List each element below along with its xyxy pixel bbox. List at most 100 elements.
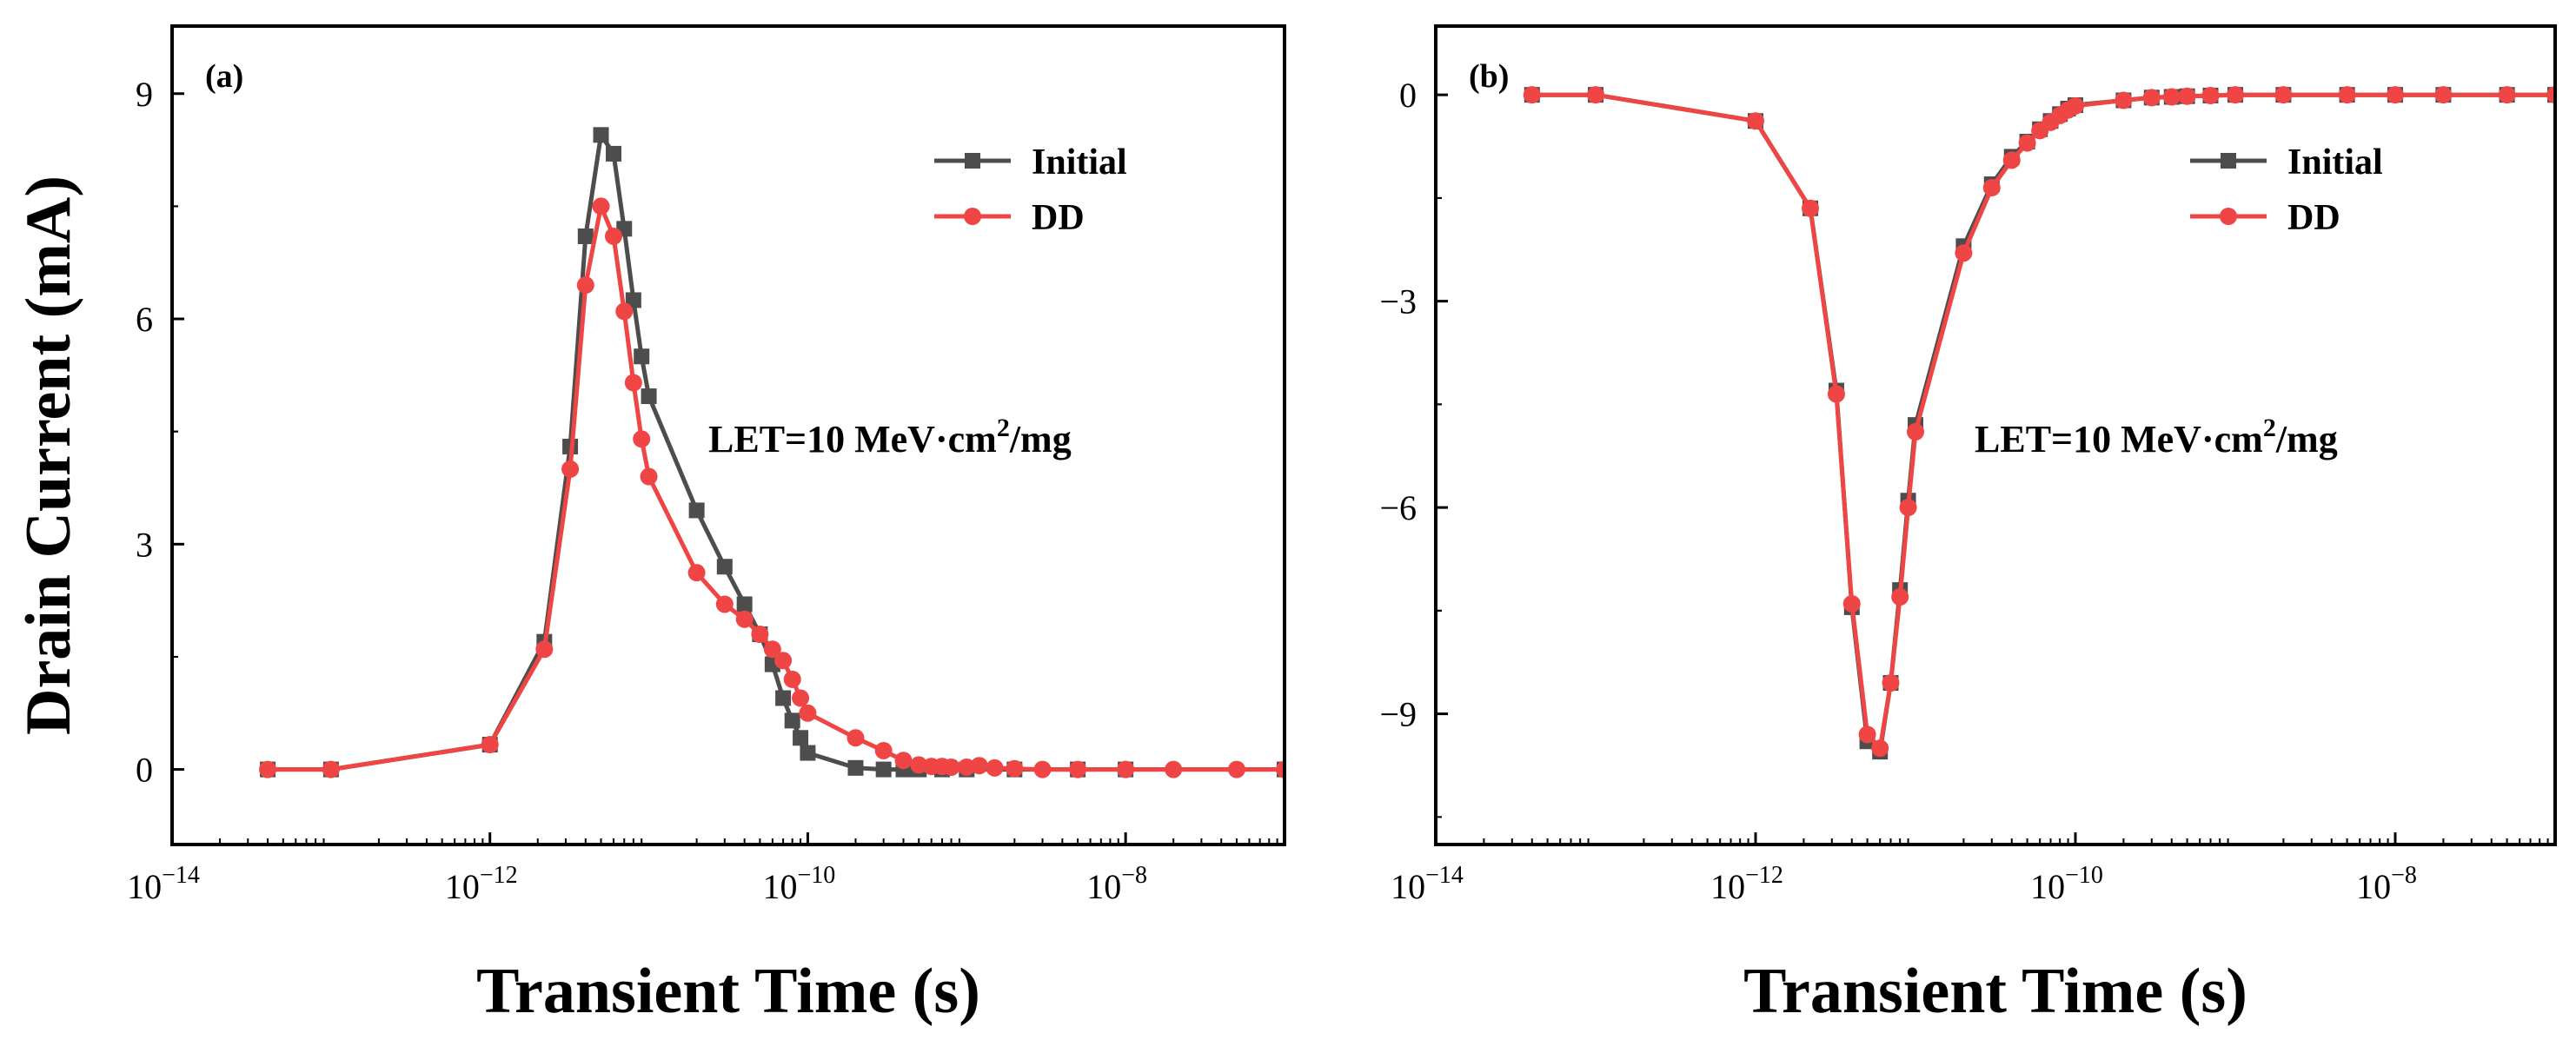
data-point-dd	[1899, 499, 1917, 517]
x-axis-label-b: Transient Time (s)	[1743, 956, 2247, 1027]
x-tick-label: 10−10	[763, 862, 836, 906]
data-point-dd	[715, 595, 734, 613]
data-point-initial	[634, 348, 650, 365]
data-point-dd	[592, 197, 610, 215]
data-point-dd	[259, 760, 277, 778]
legend-square-marker-b	[2221, 153, 2236, 169]
legend-circle-marker-a	[964, 208, 981, 225]
data-point-initial	[784, 712, 800, 729]
data-point-initial	[641, 388, 657, 405]
data-point-dd	[2227, 86, 2244, 104]
data-point-dd	[799, 704, 817, 722]
y-tick-label: −3	[1379, 282, 1417, 321]
data-point-dd	[2201, 86, 2220, 104]
x-tick-label: 10−12	[1710, 862, 1783, 906]
data-point-dd	[2018, 134, 2036, 152]
y-tick-label: −6	[1379, 488, 1417, 527]
legend-a: Initial DD	[934, 142, 1127, 238]
data-point-dd	[1871, 739, 1889, 758]
data-point-initial	[625, 292, 641, 308]
data-point-dd	[2274, 86, 2293, 104]
data-point-dd	[1982, 179, 2001, 197]
data-point-dd	[1891, 588, 1909, 606]
data-point-dd	[2142, 89, 2161, 107]
data-point-dd	[1907, 423, 1924, 441]
series-line-dd	[268, 203, 1285, 772]
data-point-dd	[1827, 385, 1845, 403]
legend-label-dd-a: DD	[1032, 198, 1085, 238]
data-point-dd	[958, 758, 976, 776]
plot-area-b	[1523, 86, 2555, 760]
data-point-dd	[2434, 86, 2453, 104]
panel-b: 10−14 10−12 10−10 10−8 0 −3 −6 −9 (b) LET=10 Me…	[1379, 24, 2557, 1027]
data-point-dd	[2546, 86, 2555, 104]
data-point-dd	[322, 760, 340, 778]
ticks-a: 10−14 10−12 10−10 10−8 0 3 6 9	[127, 75, 1278, 906]
data-point-dd	[942, 758, 960, 776]
data-point-initial	[577, 228, 594, 244]
data-point-dd	[1033, 760, 1052, 778]
data-point-dd	[1006, 759, 1024, 778]
data-point-dd	[970, 757, 988, 775]
x-tick-label: 10−8	[2356, 862, 2417, 906]
axes-frame-a	[170, 24, 1286, 846]
data-point-dd	[576, 276, 594, 295]
data-point-dd	[535, 640, 554, 659]
data-point-dd	[783, 670, 801, 688]
x-tick-label: 10−14	[1391, 862, 1464, 906]
x-tick-label: 10−14	[127, 862, 200, 906]
y-tick-label: 0	[1399, 76, 1417, 115]
data-point-initial	[688, 502, 705, 519]
x-axis-label-a: Transient Time (s)	[476, 956, 980, 1027]
panel-label-a: (a)	[205, 58, 243, 95]
let-annotation-a: LET=10 MeV·cm2/mg	[708, 414, 1072, 460]
data-point-dd	[615, 302, 634, 321]
data-point-dd	[1842, 594, 1861, 613]
y-tick-label: 6	[136, 300, 153, 339]
data-point-initial	[800, 745, 816, 761]
data-point-dd	[986, 758, 1004, 777]
data-point-dd	[1276, 760, 1285, 778]
y-tick-label: 9	[136, 75, 153, 114]
series-dd	[259, 197, 1285, 778]
x-tick-label: 10−12	[445, 862, 518, 906]
data-point-dd	[605, 227, 623, 245]
ticks-b: 10−14 10−12 10−10 10−8 0 −3 −6 −9	[1379, 76, 2549, 906]
legend-label-initial-a: Initial	[1032, 142, 1127, 182]
data-point-dd	[1165, 760, 1183, 778]
data-point-initial	[606, 145, 622, 162]
data-point-initial	[593, 127, 609, 143]
data-point-initial	[875, 761, 892, 778]
data-point-dd	[2115, 91, 2133, 109]
data-point-dd	[1587, 86, 1604, 104]
data-point-dd	[910, 756, 928, 774]
data-point-dd	[846, 729, 865, 747]
data-point-dd	[2387, 86, 2404, 104]
data-point-initial	[793, 730, 809, 746]
data-point-initial	[736, 596, 753, 613]
let-annotation-b: LET=10 MeV·cm2/mg	[1975, 414, 2338, 460]
x-tick-label: 10−8	[1086, 862, 1147, 906]
data-point-dd	[1117, 760, 1135, 778]
series-dd	[1523, 86, 2555, 758]
data-point-dd	[687, 564, 706, 582]
data-point-dd	[633, 430, 651, 448]
panel-label-b: (b)	[1469, 58, 1509, 95]
data-point-dd	[1802, 199, 1820, 217]
data-point-dd	[774, 652, 793, 670]
axes-frame-b	[1434, 24, 2557, 846]
data-point-dd	[561, 460, 580, 478]
x-tick-label: 10−10	[2030, 862, 2103, 906]
data-point-dd	[1858, 725, 1876, 744]
data-point-dd	[751, 626, 769, 644]
data-point-dd	[894, 752, 913, 770]
data-point-dd	[481, 736, 499, 754]
data-point-dd	[1747, 112, 1764, 130]
data-point-initial	[775, 690, 792, 706]
data-point-dd	[1523, 86, 1541, 104]
data-point-dd	[1069, 760, 1087, 778]
data-point-dd	[2162, 88, 2181, 106]
legend-b: Initial DD	[2190, 142, 2383, 238]
legend-label-initial-b: Initial	[2287, 142, 2383, 182]
